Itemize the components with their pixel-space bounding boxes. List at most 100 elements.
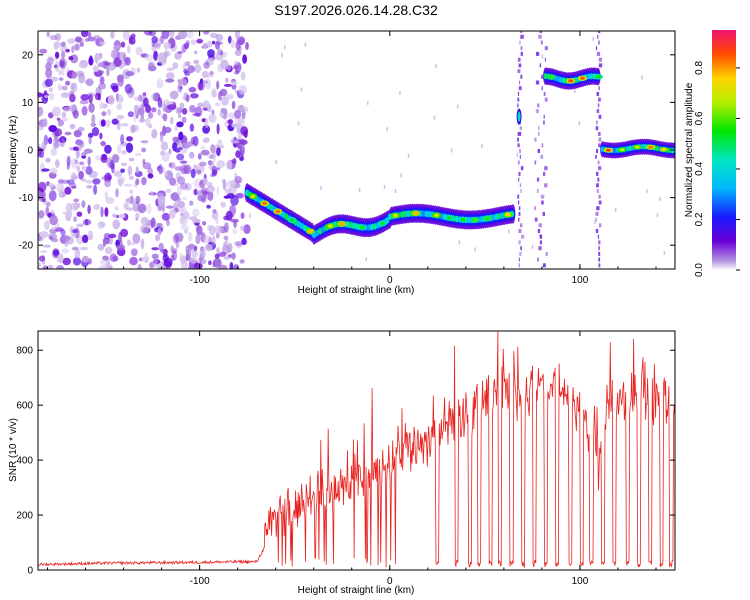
- speckle: [284, 45, 286, 50]
- noise-blob: [167, 104, 177, 110]
- speckle: [358, 187, 361, 192]
- noise-blob: [189, 200, 194, 206]
- noise-blob: [215, 217, 219, 224]
- noise-blob: [163, 257, 173, 268]
- noise-blob: [81, 151, 88, 156]
- track-peak-core: [339, 222, 345, 226]
- noise-blob: [207, 49, 215, 58]
- noise-blob: [177, 185, 182, 197]
- smear: [597, 103, 600, 108]
- speckle: [578, 121, 581, 126]
- noise-blob: [197, 153, 202, 160]
- smear: [518, 206, 521, 211]
- speckle: [592, 37, 595, 42]
- noise-blob: [55, 51, 60, 59]
- smear: [517, 103, 519, 108]
- speckle: [659, 196, 661, 201]
- noise-blob: [216, 123, 220, 135]
- noise-blob: [60, 179, 70, 184]
- track-peak-core: [619, 148, 625, 152]
- track-peak-core: [595, 75, 602, 79]
- noise-blob: [216, 247, 220, 253]
- noise-blob: [112, 219, 121, 230]
- noise-blob: [169, 31, 175, 39]
- noise-blob: [100, 140, 106, 147]
- noise-blob: [168, 177, 177, 186]
- noise-blob: [196, 38, 204, 44]
- noise-blob: [182, 196, 187, 200]
- noise-blob: [207, 186, 216, 193]
- track-core: [612, 147, 618, 154]
- noise-blob: [81, 106, 88, 116]
- noise-blob: [92, 178, 101, 185]
- noise-blob: [140, 238, 145, 250]
- noise-blob: [238, 38, 244, 46]
- smear: [598, 240, 601, 245]
- noise-blob: [87, 230, 94, 241]
- noise-blob: [60, 92, 70, 98]
- noise-blob: [165, 205, 174, 209]
- noise-blob: [61, 117, 68, 122]
- noise-blob: [98, 265, 108, 269]
- noise-blob: [113, 170, 123, 177]
- speckle: [646, 189, 648, 194]
- noise-blob: [150, 217, 156, 228]
- snr-xlabel: Height of straight line (km): [298, 585, 415, 596]
- noise-blob: [71, 229, 79, 234]
- track-peak-core: [472, 218, 478, 222]
- noise-blob: [175, 106, 181, 115]
- noise-blob: [241, 106, 249, 113]
- noise-blob: [48, 92, 55, 101]
- noise-blob: [127, 111, 135, 118]
- track-peak-core: [460, 217, 466, 222]
- noise-blob: [176, 147, 183, 151]
- noise-blob: [68, 56, 74, 61]
- noise-blob: [112, 213, 117, 218]
- noise-blob: [66, 179, 75, 185]
- noise-blob: [135, 212, 140, 219]
- noise-blob: [204, 118, 209, 129]
- noise-blob: [180, 182, 189, 190]
- noise-blob: [113, 40, 122, 51]
- noise-blob: [206, 40, 213, 48]
- smear: [542, 120, 545, 125]
- noise-blob: [144, 53, 154, 62]
- noise-blob: [137, 264, 142, 269]
- track-peak-core: [359, 225, 365, 230]
- noise-blob: [169, 90, 179, 100]
- noise-blob: [81, 165, 87, 171]
- colorbar-label: Normalized spectral amplitude: [684, 82, 695, 217]
- noise-blob: [214, 225, 222, 235]
- smear: [596, 183, 599, 188]
- noise-blob: [240, 212, 245, 219]
- smear: [598, 246, 600, 251]
- noise-blob: [172, 62, 179, 70]
- noise-blob: [120, 162, 128, 166]
- smear: [518, 86, 522, 91]
- speckle: [481, 144, 483, 149]
- noise-blob: [210, 173, 215, 177]
- blob-inner: [517, 111, 521, 122]
- noise-blob: [214, 102, 221, 107]
- noise-blob: [77, 144, 83, 152]
- noise-blob: [158, 167, 166, 174]
- noise-blob: [86, 185, 93, 189]
- noise-blob: [187, 65, 196, 73]
- noise-blob: [116, 175, 126, 184]
- noise-blob: [231, 252, 236, 260]
- noise-blob: [215, 40, 220, 50]
- speckle: [275, 160, 277, 165]
- noise-blob: [48, 183, 55, 188]
- noise-blob: [124, 183, 133, 187]
- noise-blob: [50, 148, 58, 156]
- noise-blob: [157, 227, 162, 236]
- noise-blob: [180, 215, 186, 224]
- noise-blob: [165, 78, 175, 83]
- noise-blob: [218, 91, 222, 101]
- noise-blob: [85, 180, 93, 184]
- noise-blob: [207, 160, 213, 166]
- noise-blob: [104, 179, 111, 188]
- noise-blob: [214, 253, 220, 259]
